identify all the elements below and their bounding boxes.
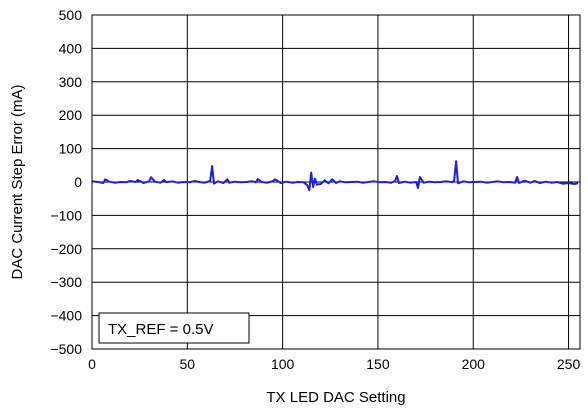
plot-frame <box>91 14 581 350</box>
x-tick-label: 0 <box>88 356 96 372</box>
x-tick-label: 100 <box>271 356 295 372</box>
y-tick-label: 300 <box>59 74 83 90</box>
y-tick-label: −200 <box>50 241 82 257</box>
y-tick-label: 400 <box>59 40 83 56</box>
y-tick-label: −500 <box>50 341 82 357</box>
y-tick-label: −400 <box>50 308 82 324</box>
y-tick-label: 500 <box>59 7 83 23</box>
x-tick-labels: 0 50 100 150 200 250 <box>88 356 580 372</box>
x-tick-label: 200 <box>462 356 486 372</box>
series-line <box>91 160 579 192</box>
series-layer <box>91 160 579 192</box>
y-tick-label: 200 <box>59 107 83 123</box>
y-tick-label: −300 <box>50 274 82 290</box>
x-tick-label: 150 <box>366 356 390 372</box>
x-tick-label: 250 <box>557 356 581 372</box>
y-tick-label: −100 <box>50 207 82 223</box>
x-tick-label: 50 <box>180 356 196 372</box>
annotation-box <box>98 312 250 344</box>
annotation-text: TX_REF = 0.5V <box>108 321 213 338</box>
y-tick-label: 0 <box>74 174 82 190</box>
y-tick-labels: −500 −400 −300 −200 −100 0 100 200 300 400 500 <box>50 7 82 357</box>
x-axis-title: TX LED DAC Setting <box>266 389 405 406</box>
y-tick-label: 100 <box>59 141 83 157</box>
y-axis-title: DAC Current Step Error (mA) <box>9 84 26 279</box>
